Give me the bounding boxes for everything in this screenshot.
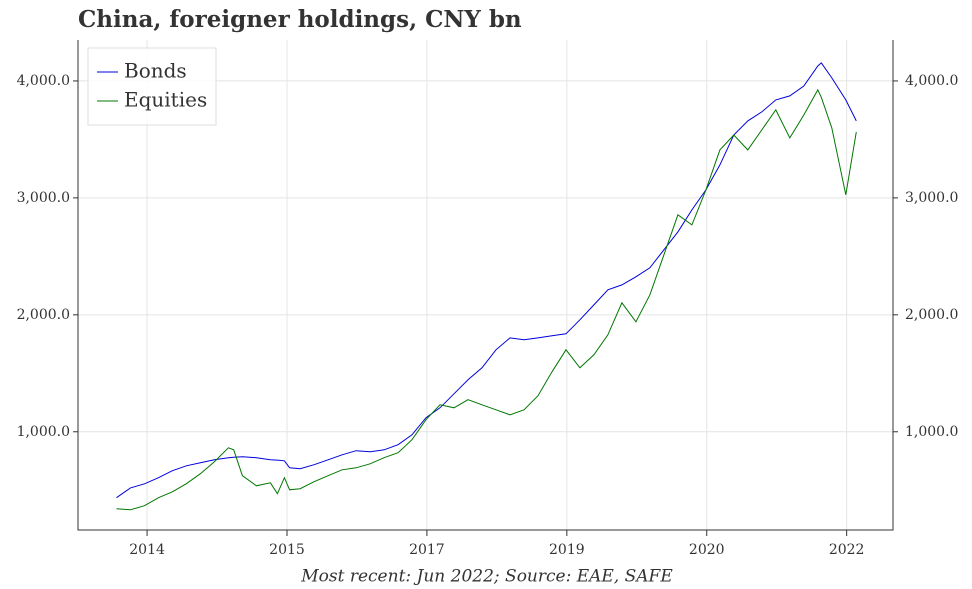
y-tick-label: 2,000.0 <box>17 307 70 323</box>
y2-tick-label: 1,000.0 <box>905 424 958 440</box>
y-tick-label: 1,000.0 <box>17 424 70 440</box>
legend: Bonds Equities <box>87 47 217 126</box>
x-tick-label: 2017 <box>409 542 445 558</box>
y2-tick-label: 2,000.0 <box>905 307 958 323</box>
y-tick-label: 3,000.0 <box>17 190 70 206</box>
axis-spines <box>77 40 894 531</box>
legend-label: Bonds <box>124 59 187 83</box>
x-tick-label: 2019 <box>549 542 585 558</box>
y2-tick-label: 4,000.0 <box>905 73 958 89</box>
y2-tick-label: 3,000.0 <box>905 190 958 206</box>
series-line <box>116 62 857 499</box>
x-tick-label: 2014 <box>129 542 165 558</box>
x-tick-label: 2022 <box>829 542 865 558</box>
footnote: Most recent: Jun 2022; Source: EAE, SAFE <box>300 567 673 587</box>
x-tick-label: 2015 <box>269 542 305 558</box>
x-tick-label: 2020 <box>689 542 725 558</box>
legend-box <box>87 47 217 126</box>
series-line <box>116 88 857 511</box>
y-tick-label: 4,000.0 <box>17 73 70 89</box>
chart-title: China, foreigner holdings, CNY bn <box>78 6 522 33</box>
legend-label: Equities <box>124 88 207 112</box>
